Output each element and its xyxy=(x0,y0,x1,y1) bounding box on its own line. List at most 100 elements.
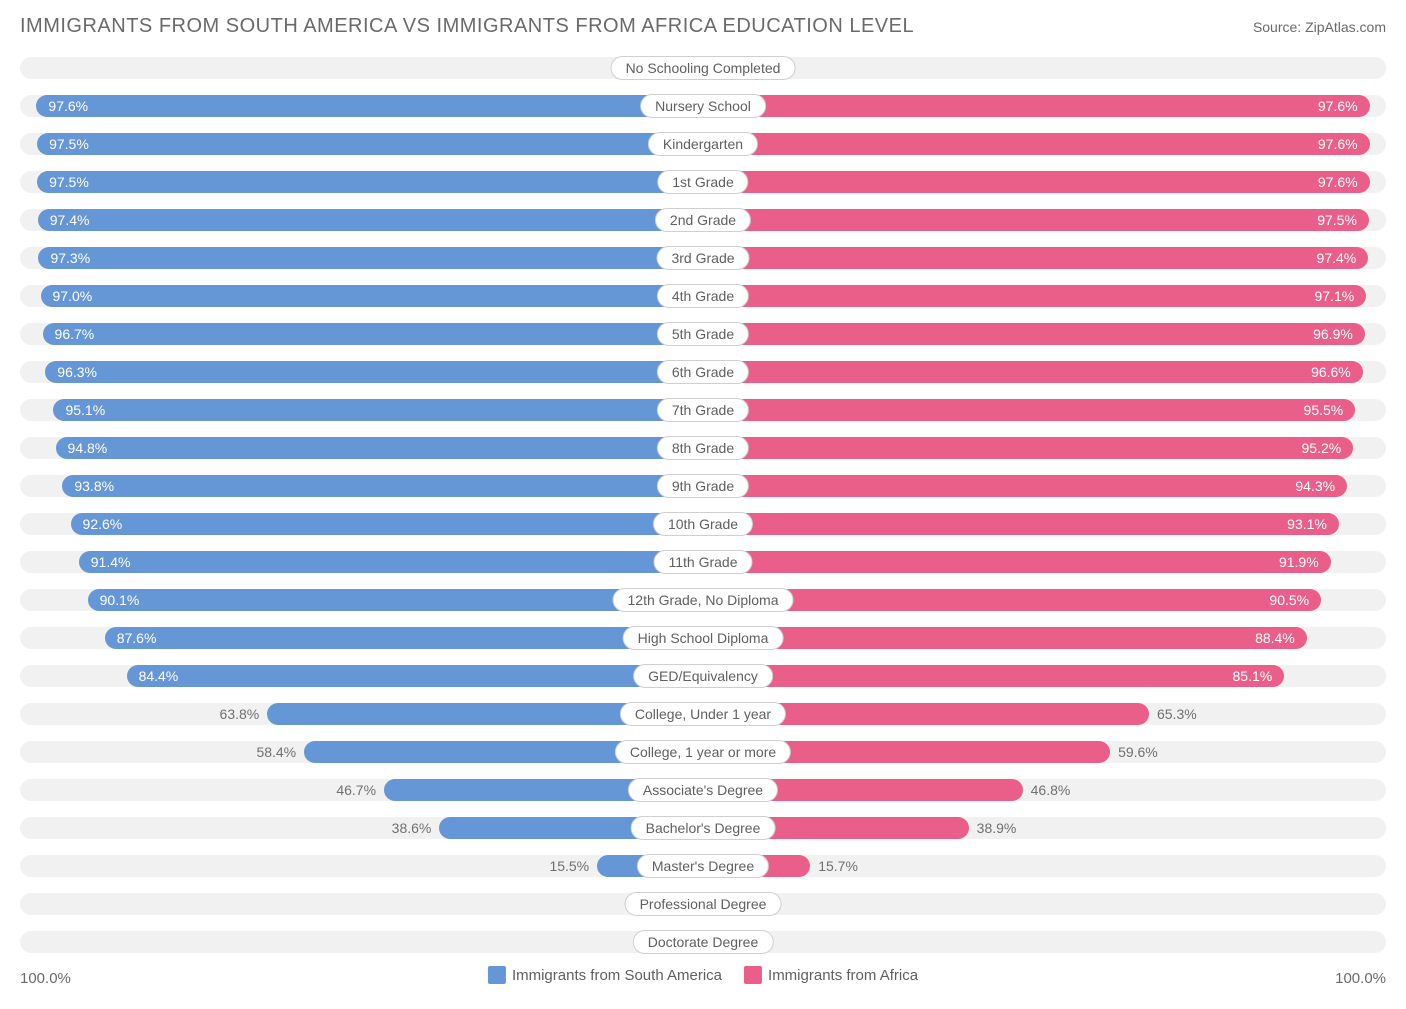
chart-row: 15.5%15.7%Master's Degree xyxy=(20,850,1386,884)
bar-left-value: 91.4% xyxy=(91,554,131,570)
bar-right: 93.1% xyxy=(703,513,1339,535)
category-label: 6th Grade xyxy=(657,360,749,384)
category-label: Associate's Degree xyxy=(628,778,778,802)
bar-right: 90.5% xyxy=(703,589,1321,611)
bar-right-value: 91.9% xyxy=(1279,554,1319,570)
category-label: Doctorate Degree xyxy=(633,930,774,954)
chart-row: 58.4%59.6%College, 1 year or more xyxy=(20,736,1386,770)
bar-right-value: 96.6% xyxy=(1311,364,1351,380)
bar-left: 97.5% xyxy=(37,171,703,193)
bar-right: 97.6% xyxy=(703,171,1370,193)
chart-row: 97.5%97.6%Kindergarten xyxy=(20,128,1386,162)
bar-left: 97.0% xyxy=(41,285,704,307)
category-label: No Schooling Completed xyxy=(611,56,796,80)
bar-right-value: 96.9% xyxy=(1313,326,1353,342)
legend-label-left: Immigrants from South America xyxy=(512,967,722,984)
bar-left-value: 96.7% xyxy=(55,326,95,342)
category-label: 7th Grade xyxy=(657,398,749,422)
chart-row: 91.4%91.9%11th Grade xyxy=(20,546,1386,580)
bar-left-value: 46.7% xyxy=(304,779,384,801)
bar-left: 97.3% xyxy=(38,247,703,269)
bar-right: 97.6% xyxy=(703,133,1370,155)
bar-right-value: 95.2% xyxy=(1302,440,1342,456)
chart-row: 1.8%2.0%Doctorate Degree xyxy=(20,926,1386,960)
bar-right-value: 97.1% xyxy=(1314,288,1354,304)
bar-left: 94.8% xyxy=(56,437,703,459)
bar-left: 97.4% xyxy=(38,209,703,231)
bar-right: 95.2% xyxy=(703,437,1353,459)
bar-left: 90.1% xyxy=(88,589,703,611)
chart-row: 97.6%97.6%Nursery School xyxy=(20,90,1386,124)
bar-left-value: 15.5% xyxy=(517,855,597,877)
bar-right: 97.4% xyxy=(703,247,1368,269)
category-label: Nursery School xyxy=(640,94,766,118)
chart-row: 46.7% 46.8% Associate's Degree xyxy=(20,774,1386,808)
bar-left: 97.5% xyxy=(37,133,703,155)
bar-left-value: 97.6% xyxy=(48,98,88,114)
bar-right-value: 38.9% xyxy=(969,817,1049,839)
bar-left-value: 94.8% xyxy=(68,440,108,456)
bar-right: 95.5% xyxy=(703,399,1355,421)
bar-left-value: 97.5% xyxy=(49,174,89,190)
chart-row: 97.5% 97.6%1st Grade xyxy=(20,166,1386,200)
legend: Immigrants from South America Immigrants… xyxy=(488,966,918,984)
chart-row: 87.6%88.4%High School Diploma xyxy=(20,622,1386,656)
bar-left-value: 97.5% xyxy=(49,136,89,152)
bar-right: 97.5% xyxy=(703,209,1369,231)
bar-left: 96.7% xyxy=(43,323,703,345)
bar-left: 93.8% xyxy=(62,475,703,497)
chart-row: 95.1%95.5%7th Grade xyxy=(20,394,1386,428)
chart-row: 96.3% 96.6% 6th Grade xyxy=(20,356,1386,390)
bar-left: 84.4% xyxy=(127,665,703,687)
category-label: College, 1 year or more xyxy=(615,740,791,764)
category-label: 3rd Grade xyxy=(656,246,749,270)
category-label: 1st Grade xyxy=(657,170,748,194)
category-label: GED/Equivalency xyxy=(633,664,773,688)
track-right xyxy=(703,57,1386,79)
bar-left-value: 97.3% xyxy=(50,250,90,266)
bar-right: 96.6% xyxy=(703,361,1363,383)
chart-row: 96.7% 96.9% 5th Grade xyxy=(20,318,1386,352)
category-label: 12th Grade, No Diploma xyxy=(613,588,794,612)
category-label: 5th Grade xyxy=(657,322,749,346)
bar-left-value: 92.6% xyxy=(83,516,123,532)
bar-right-value: 93.1% xyxy=(1287,516,1327,532)
legend-item-left: Immigrants from South America xyxy=(488,966,722,984)
bar-left: 87.6% xyxy=(105,627,703,649)
legend-item-right: Immigrants from Africa xyxy=(744,966,918,984)
chart-row: 92.6% 93.1% 10th Grade xyxy=(20,508,1386,542)
chart-row: 90.1%90.5%12th Grade, No Diploma xyxy=(20,584,1386,618)
category-label: 8th Grade xyxy=(657,436,749,460)
chart-row: 84.4%85.1%GED/Equivalency xyxy=(20,660,1386,694)
bar-left: 91.4% xyxy=(79,551,703,573)
chart-row: 4.6%4.6%Professional Degree xyxy=(20,888,1386,922)
chart-row: 97.3% 97.4%3rd Grade xyxy=(20,242,1386,276)
bar-right: 96.9% xyxy=(703,323,1365,345)
bar-right: 94.3% xyxy=(703,475,1347,497)
chart-footer: 100.0% 100.0% Immigrants from South Amer… xyxy=(20,964,1386,994)
bar-right-value: 15.7% xyxy=(810,855,890,877)
category-label: Bachelor's Degree xyxy=(631,816,776,840)
bar-right-value: 65.3% xyxy=(1149,703,1229,725)
track-right xyxy=(703,931,1386,953)
chart-row: 94.8% 95.2% 8th Grade xyxy=(20,432,1386,466)
bar-left: 96.3% xyxy=(45,361,703,383)
category-label: College, Under 1 year xyxy=(620,702,786,726)
chart-header: IMMIGRANTS FROM SOUTH AMERICA VS IMMIGRA… xyxy=(20,15,1386,38)
bar-right: 97.6% xyxy=(703,95,1370,117)
chart-row: 97.4%97.5%2nd Grade xyxy=(20,204,1386,238)
bar-right-value: 94.3% xyxy=(1295,478,1335,494)
bar-right: 88.4% xyxy=(703,627,1307,649)
bar-right-value: 46.8% xyxy=(1023,779,1103,801)
bar-left-value: 38.6% xyxy=(359,817,439,839)
track-left xyxy=(20,57,703,79)
axis-left-max: 100.0% xyxy=(20,970,71,987)
category-label: 2nd Grade xyxy=(655,208,751,232)
bar-left-value: 63.8% xyxy=(187,703,267,725)
chart-row: 38.6% 38.9% Bachelor's Degree xyxy=(20,812,1386,846)
bar-left-value: 87.6% xyxy=(117,630,157,646)
bar-left: 92.6% xyxy=(71,513,703,535)
legend-swatch-left xyxy=(488,966,506,984)
category-label: 10th Grade xyxy=(653,512,753,536)
chart-row: 93.8%94.3%9th Grade xyxy=(20,470,1386,504)
